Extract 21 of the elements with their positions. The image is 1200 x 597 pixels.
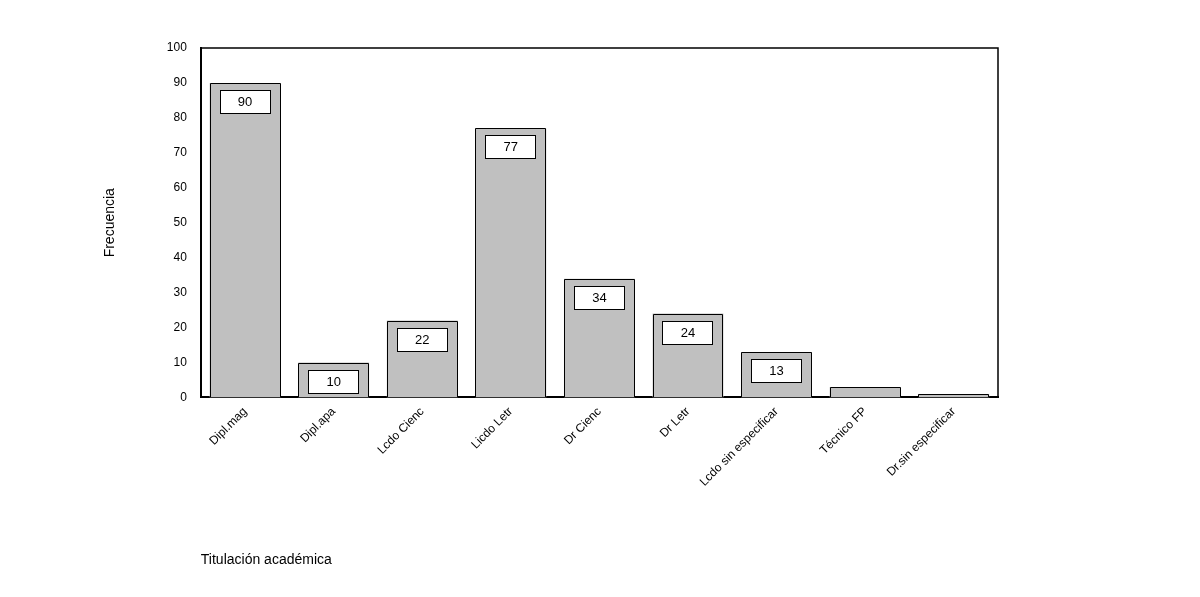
data-label: 13: [751, 359, 803, 384]
y-tick-label: 70: [173, 145, 188, 160]
y-tick-label: 60: [173, 180, 188, 195]
data-label: 24: [662, 320, 714, 345]
data-label: 22: [396, 327, 448, 352]
y-tick-label: 80: [173, 110, 188, 125]
y-tick-label: 90: [173, 75, 188, 90]
y-tick-label: 100: [166, 40, 188, 55]
y-tick-label: 20: [173, 319, 188, 334]
data-label: 77: [485, 135, 537, 160]
y-tick-label: 10: [173, 354, 188, 369]
data-label: 34: [573, 285, 625, 310]
data-label: 10: [308, 369, 360, 394]
x-axis-title: Titulación académica: [200, 551, 333, 568]
y-axis-title: Frecuencia: [101, 187, 118, 258]
y-tick-label: 0: [180, 389, 188, 404]
y-tick-label: 30: [173, 284, 188, 299]
y-tick-label: 50: [173, 215, 188, 230]
x-tick-label: Dr Letr: [656, 404, 693, 440]
data-label: 90: [219, 89, 271, 114]
y-tick-label: 40: [173, 250, 188, 265]
